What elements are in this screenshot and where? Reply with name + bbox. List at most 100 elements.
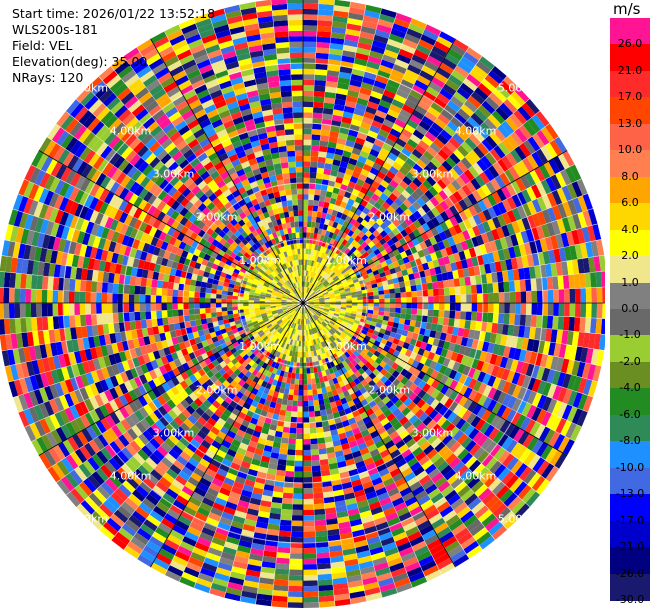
range-bin — [582, 379, 593, 396]
range-bin — [562, 388, 573, 405]
range-bin — [256, 471, 267, 479]
range-bin — [404, 388, 413, 398]
range-bin — [482, 303, 489, 313]
range-bin — [511, 372, 521, 385]
range-bin — [445, 437, 457, 450]
range-bin — [145, 303, 151, 312]
range-bin — [310, 328, 314, 335]
range-bin — [316, 426, 324, 433]
range-bin — [177, 296, 184, 303]
range-bin — [335, 357, 342, 365]
range-bin — [299, 373, 303, 380]
range-bin — [238, 309, 244, 314]
range-bin — [371, 317, 378, 323]
range-bin — [318, 342, 323, 349]
range-bin — [397, 403, 407, 413]
range-bin — [243, 300, 249, 303]
range-bin — [389, 562, 405, 573]
range-bin — [422, 335, 430, 344]
range-bin — [285, 465, 295, 472]
range-bin — [317, 371, 323, 378]
range-bin — [333, 582, 349, 590]
range-bin — [421, 479, 435, 491]
range-bin — [318, 317, 324, 323]
range-bin — [442, 536, 458, 548]
range-bin — [254, 425, 263, 433]
range-bin — [210, 307, 217, 313]
range-bin — [545, 466, 559, 482]
range-bin — [156, 280, 164, 289]
range-bin — [332, 347, 339, 354]
range-bin — [552, 400, 563, 416]
range-bin — [139, 286, 146, 295]
range-bin — [274, 430, 283, 438]
range-bin — [430, 452, 442, 464]
range-bin — [426, 448, 438, 460]
range-bin — [303, 580, 318, 587]
range-bin — [483, 424, 495, 438]
range-bin — [441, 325, 449, 334]
range-bin — [575, 303, 581, 318]
range-bin — [434, 522, 449, 534]
range-bin — [279, 448, 288, 455]
range-bin — [200, 281, 208, 288]
range-bin — [318, 307, 324, 310]
range-bin — [377, 314, 384, 320]
range-bin — [368, 303, 374, 307]
range-bin — [279, 74, 291, 81]
range-bin — [390, 395, 400, 404]
range-bin — [334, 598, 351, 607]
range-bin — [307, 340, 310, 347]
range-bin — [285, 189, 292, 196]
range-bin — [281, 101, 293, 108]
range-bin — [279, 190, 286, 197]
range-bin — [232, 560, 248, 570]
range-bin — [443, 367, 453, 377]
range-bin — [276, 425, 284, 433]
range-bin — [265, 534, 279, 542]
range-bin — [241, 529, 255, 538]
range-bin — [351, 479, 362, 488]
range-bin — [128, 303, 135, 313]
range-bin — [316, 366, 322, 373]
range-bin — [350, 327, 357, 333]
range-bin — [412, 485, 425, 497]
range-bin — [376, 346, 384, 354]
range-bin — [173, 316, 180, 324]
range-bin — [442, 357, 451, 367]
range-bin — [491, 525, 508, 540]
range-bin — [323, 430, 332, 438]
range-bin — [463, 346, 472, 357]
range-bin — [428, 303, 434, 310]
range-bin — [309, 367, 315, 374]
range-bin — [291, 339, 296, 346]
range-bin — [19, 288, 26, 303]
range-bin — [280, 156, 288, 164]
range-bin — [319, 376, 325, 383]
range-bin — [527, 436, 539, 451]
range-bin — [307, 305, 313, 308]
range-bin — [294, 378, 299, 385]
range-bin — [320, 336, 325, 342]
range-bin — [311, 309, 316, 314]
range-bin — [280, 404, 287, 411]
range-bin — [351, 308, 358, 312]
range-bin — [585, 348, 594, 364]
range-bin — [492, 430, 504, 444]
range-bin — [310, 449, 319, 456]
range-bin — [289, 327, 294, 334]
range-bin — [556, 402, 568, 418]
range-bin — [458, 345, 467, 355]
range-bin — [485, 411, 497, 425]
range-bin — [287, 338, 292, 345]
range-bin — [514, 445, 527, 460]
range-bin — [262, 555, 277, 563]
range-bin — [279, 80, 292, 87]
range-bin — [357, 360, 365, 368]
range-bin — [317, 325, 323, 331]
range-bin — [392, 435, 403, 445]
range-bin — [331, 389, 339, 397]
range-bin — [482, 397, 493, 409]
range-bin — [395, 365, 404, 374]
range-bin — [275, 403, 282, 410]
